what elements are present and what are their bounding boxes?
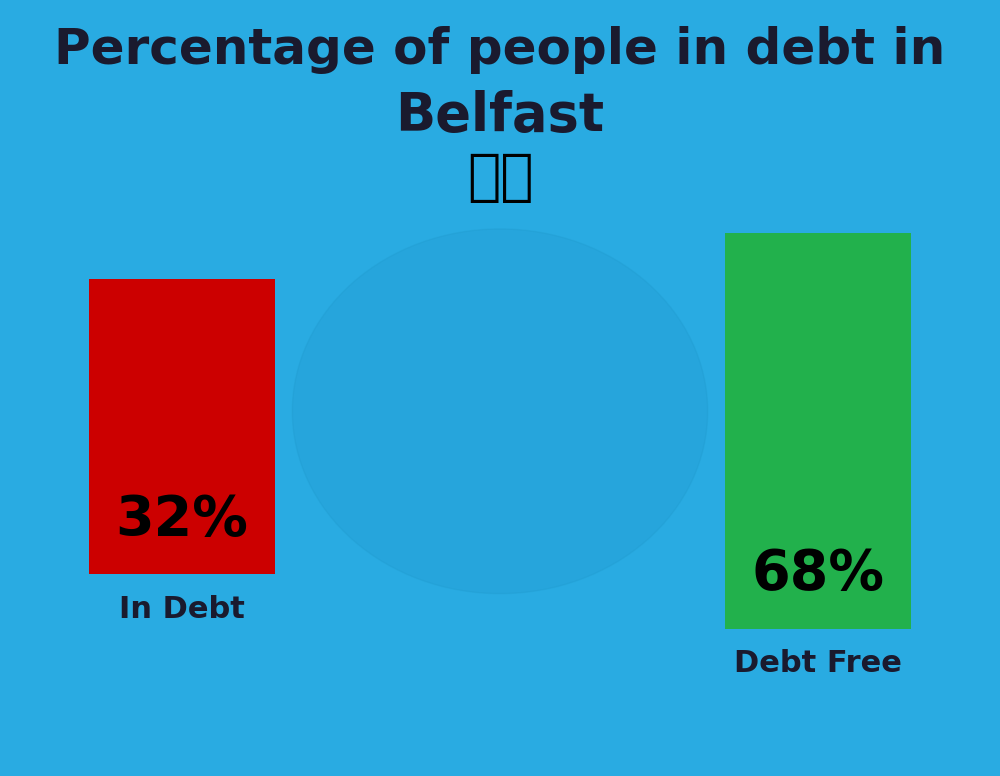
FancyBboxPatch shape [725,233,911,629]
Text: 68%: 68% [752,547,885,601]
Text: Debt Free: Debt Free [734,649,902,678]
Text: Belfast: Belfast [395,90,605,143]
Text: 32%: 32% [115,493,248,547]
Text: 🇬🇧: 🇬🇧 [467,151,533,206]
Text: Percentage of people in debt in: Percentage of people in debt in [54,26,946,74]
Circle shape [292,229,708,594]
FancyBboxPatch shape [89,279,275,574]
Text: In Debt: In Debt [119,594,245,624]
